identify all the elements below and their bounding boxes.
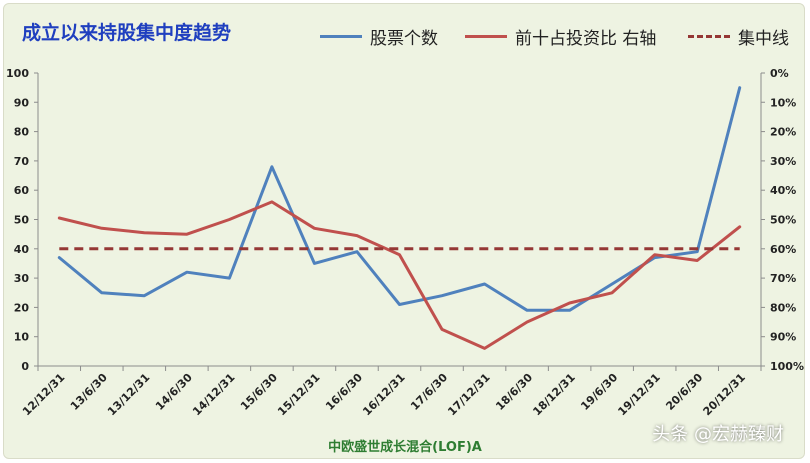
legend-swatch-concentration-line: [688, 34, 730, 38]
x-tick-label: 20/12/31: [701, 371, 748, 418]
legend-item-top10-ratio: 前十占投资比 右轴: [465, 24, 657, 49]
y-right-tick-label: 10%: [770, 96, 796, 109]
legend-label-concentration-line: 集中线: [738, 28, 789, 49]
series-line-0: [57, 86, 742, 312]
x-tick-label: 15/12/31: [275, 371, 322, 418]
legend-swatch-top10-ratio: [465, 34, 507, 38]
x-tick-label: 18/12/31: [530, 371, 577, 418]
y-right-tick-label: 40%: [770, 184, 796, 197]
x-tick-label: 17/6/30: [408, 371, 450, 413]
legend-item-concentration-line: 集中线: [688, 24, 789, 49]
y-right-tick-label: 60%: [770, 243, 796, 256]
x-tick-label: 20/6/30: [663, 371, 705, 413]
y-left-tick-label: 80: [14, 126, 30, 139]
chart-title: 成立以来持股集中度趋势: [22, 22, 232, 44]
y-left-tick-label: 50: [14, 214, 30, 227]
x-tick-label: 19/6/30: [578, 371, 620, 413]
x-tick-label: 15/6/30: [238, 371, 280, 413]
y-right-tick-label: 80%: [770, 301, 796, 314]
legend-item-stock-count: 股票个数: [320, 24, 438, 49]
x-tick-label: 14/12/31: [190, 371, 237, 418]
watermark: 头条 @宏赫臻财: [652, 424, 784, 445]
x-tick-label: 13/12/31: [105, 371, 152, 418]
chart-frame: 成立以来持股集中度趋势 股票个数 前十占投资比 右轴 集中线 0 10 20 30 40…: [3, 3, 805, 459]
x-tick-label: 19/12/31: [615, 371, 662, 418]
y-right-tick-label: 90%: [770, 331, 796, 344]
x-axis-label: 中欧盛世成长混合(LOF)A: [328, 440, 482, 455]
y-left-tick-label: 30: [14, 272, 30, 285]
x-tick-label: 13/6/30: [68, 371, 110, 413]
y-right-tick-label: 0%: [770, 67, 789, 80]
legend-label-stock-count: 股票个数: [370, 28, 438, 49]
y-left-tick-label: 40: [14, 243, 30, 256]
y-right-tick-label: 30%: [770, 155, 796, 168]
y-left-tick-label: 0: [21, 360, 29, 373]
y-left-tick-label: 100: [6, 67, 29, 80]
y-right-tick-label: 20%: [770, 126, 796, 139]
y-left-tick-label: 20: [14, 301, 30, 314]
y-left-tick-label: 10: [14, 331, 30, 344]
x-tick-label: 16/6/30: [323, 371, 365, 413]
line-chart-plot: 0 10 20 30 40 50 60 70 80 90 100 0% 10% 20% 30% 40% 50% 6…: [6, 67, 804, 418]
series-line-1: [57, 200, 742, 350]
x-tick-label: 12/12/31: [20, 371, 67, 418]
legend-swatch-stock-count: [320, 34, 362, 38]
y-left-tick-label: 90: [14, 96, 30, 109]
y-right-tick-label: 50%: [770, 214, 796, 227]
x-tick-label: 17/12/31: [445, 371, 492, 418]
x-tick-label: 14/6/30: [153, 371, 195, 413]
y-right-tick-label: 70%: [770, 272, 796, 285]
y-left-tick-label: 70: [14, 155, 30, 168]
legend-label-top10-ratio: 前十占投资比 右轴: [515, 28, 657, 49]
x-tick-label: 16/12/31: [360, 371, 407, 418]
y-left-tick-label: 60: [14, 184, 30, 197]
y-right-tick-label: 100%: [770, 360, 804, 373]
x-tick-label: 18/6/30: [493, 371, 535, 413]
